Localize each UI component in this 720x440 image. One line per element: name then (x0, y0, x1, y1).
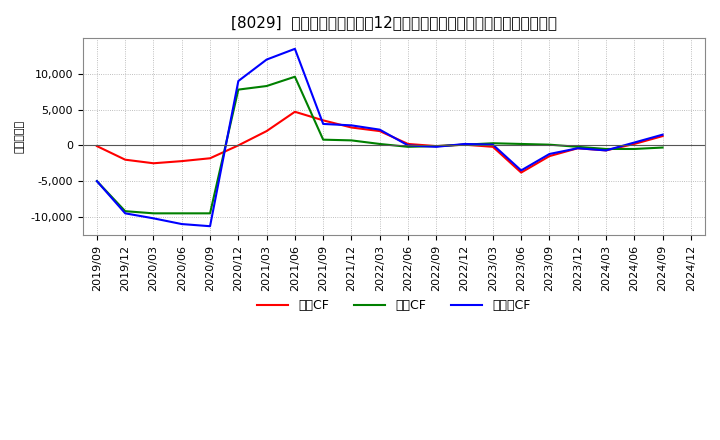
営業CF (291, 109, 300, 114)
営業CF (375, 128, 384, 134)
投資CF (121, 209, 130, 214)
投資CF (206, 211, 215, 216)
Title: [8029]  キャッシュフローの12か月移動合計の対前年同期増減額の推移: [8029] キャッシュフローの12か月移動合計の対前年同期増減額の推移 (231, 15, 557, 30)
営業CF (573, 146, 582, 151)
Line: フリーCF: フリーCF (97, 49, 662, 226)
投資CF (545, 142, 554, 147)
営業CF (177, 158, 186, 164)
フリーCF (658, 132, 667, 137)
投資CF (291, 74, 300, 79)
フリーCF (630, 140, 639, 145)
営業CF (602, 148, 611, 153)
営業CF (93, 143, 102, 149)
投資CF (573, 144, 582, 150)
フリーCF (545, 151, 554, 157)
営業CF (404, 141, 413, 147)
投資CF (262, 84, 271, 89)
フリーCF (291, 46, 300, 51)
投資CF (93, 179, 102, 184)
フリーCF (602, 148, 611, 153)
フリーCF (206, 224, 215, 229)
投資CF (347, 138, 356, 143)
投資CF (404, 144, 413, 150)
営業CF (206, 156, 215, 161)
営業CF (149, 161, 158, 166)
フリーCF (319, 121, 328, 127)
営業CF (319, 118, 328, 123)
投資CF (658, 145, 667, 150)
フリーCF (432, 144, 441, 150)
投資CF (319, 137, 328, 142)
投資CF (177, 211, 186, 216)
営業CF (658, 133, 667, 139)
Legend: 営業CF, 投資CF, フリーCF: 営業CF, 投資CF, フリーCF (252, 294, 536, 317)
投資CF (375, 141, 384, 147)
Line: 営業CF: 営業CF (97, 112, 662, 172)
Line: 投資CF: 投資CF (97, 77, 662, 213)
フリーCF (404, 143, 413, 148)
投資CF (517, 141, 526, 147)
営業CF (517, 170, 526, 175)
フリーCF (573, 146, 582, 151)
フリーCF (375, 127, 384, 132)
投資CF (460, 142, 469, 147)
営業CF (262, 128, 271, 134)
営業CF (234, 143, 243, 148)
フリーCF (517, 168, 526, 173)
フリーCF (262, 57, 271, 62)
フリーCF (177, 221, 186, 227)
営業CF (432, 143, 441, 149)
フリーCF (149, 216, 158, 221)
投資CF (234, 87, 243, 92)
投資CF (602, 147, 611, 152)
Y-axis label: （百万円）: （百万円） (15, 120, 25, 153)
営業CF (489, 144, 498, 150)
フリーCF (460, 141, 469, 147)
営業CF (121, 157, 130, 162)
フリーCF (347, 123, 356, 128)
投資CF (630, 147, 639, 152)
投資CF (149, 211, 158, 216)
投資CF (432, 143, 441, 149)
フリーCF (121, 211, 130, 216)
営業CF (630, 141, 639, 147)
営業CF (460, 142, 469, 147)
フリーCF (489, 142, 498, 147)
投資CF (489, 141, 498, 146)
フリーCF (93, 179, 102, 184)
フリーCF (234, 78, 243, 84)
営業CF (545, 154, 554, 159)
営業CF (347, 125, 356, 130)
